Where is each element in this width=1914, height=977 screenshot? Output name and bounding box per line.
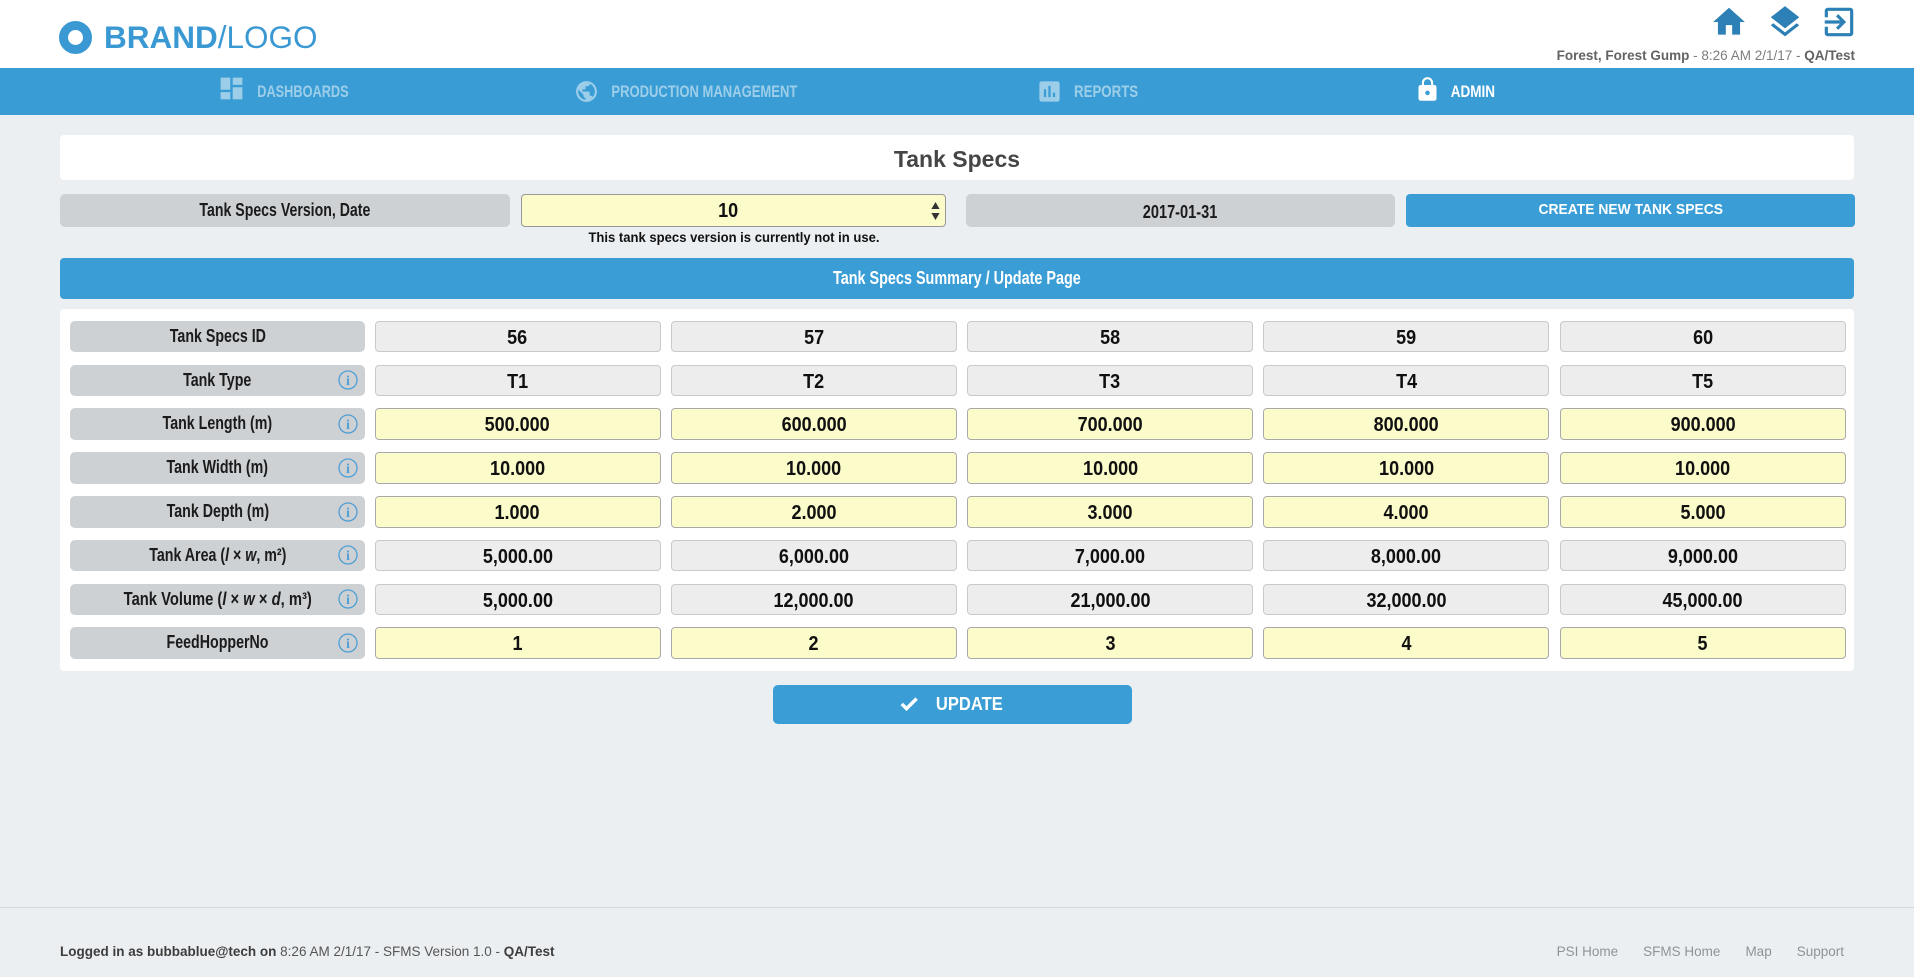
svg-text:i: i [346,373,350,388]
svg-text:i: i [346,460,350,475]
svg-text:i: i [346,504,350,519]
svg-text:i: i [346,592,350,607]
svg-text:i: i [346,636,350,651]
svg-text:i: i [346,417,350,432]
svg-text:i: i [346,548,350,563]
